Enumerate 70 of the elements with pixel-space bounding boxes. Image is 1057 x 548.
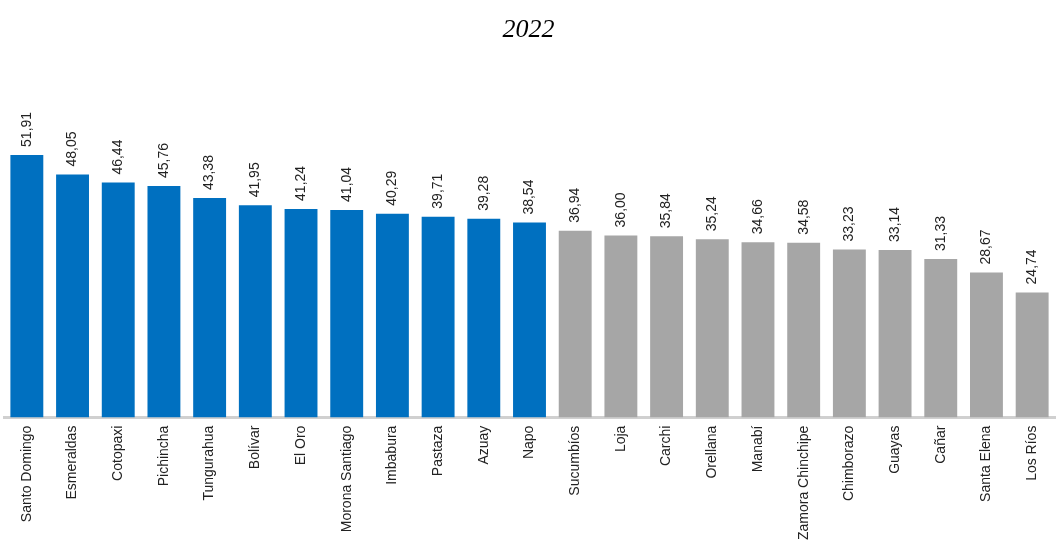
x-tick-label: Santa Elena <box>977 425 994 502</box>
x-tick-label: Orellana <box>703 425 720 479</box>
bar <box>970 272 1003 418</box>
x-tick-label: Azuay <box>474 425 491 465</box>
chart-title: 2022 <box>501 13 556 45</box>
x-tick-label: Morona Santiago <box>337 425 354 533</box>
bar <box>558 230 592 418</box>
bar <box>878 249 912 418</box>
data-label: 31,33 <box>931 215 948 252</box>
x-tick-label: Chimborazo <box>840 425 857 502</box>
data-label: 34,58 <box>794 199 811 235</box>
bar <box>421 216 455 418</box>
data-label: 39,71 <box>428 173 445 209</box>
data-label: 41,04 <box>337 166 354 202</box>
data-label: 48,05 <box>63 131 80 167</box>
bar <box>330 209 364 418</box>
data-label: 24,74 <box>1023 249 1040 285</box>
x-tick-label: Pichincha <box>154 425 171 487</box>
data-label: 40,29 <box>383 170 400 206</box>
data-label: 46,44 <box>109 139 126 175</box>
data-label: 45,76 <box>154 142 171 179</box>
data-label: 35,84 <box>657 193 674 229</box>
bar <box>467 218 501 418</box>
x-tick-label: Cañar <box>931 425 948 464</box>
bar <box>284 208 318 418</box>
data-label: 28,67 <box>977 229 994 265</box>
bar <box>375 213 409 418</box>
data-label: 38,54 <box>520 179 537 215</box>
data-label: 43,38 <box>200 154 217 191</box>
bar <box>56 174 89 418</box>
data-label: 34,66 <box>748 198 765 235</box>
x-tick-label: Bolívar <box>246 425 263 470</box>
bar <box>193 198 227 418</box>
data-label: 36,94 <box>566 187 583 223</box>
data-label: 35,24 <box>703 196 720 232</box>
data-label: 39,28 <box>474 175 491 211</box>
bar <box>101 182 135 418</box>
data-label: 41,95 <box>246 162 263 198</box>
bar <box>741 242 775 418</box>
bar <box>832 249 866 418</box>
x-tick-label: Imbabura <box>383 425 400 485</box>
bar <box>695 239 729 418</box>
x-tick-label: Carchi <box>657 425 674 467</box>
x-tick-label: Loja <box>611 425 628 453</box>
bar <box>513 222 546 418</box>
x-tick-label: Los Ríos <box>1023 425 1040 481</box>
data-label: 36,00 <box>611 192 628 228</box>
x-tick-label: Tungurahua <box>200 425 217 501</box>
bar <box>1015 292 1049 418</box>
data-label: 33,23 <box>840 206 857 242</box>
x-tick-label: Esmeraldas <box>63 425 80 500</box>
bar <box>147 186 181 418</box>
bar <box>604 235 638 418</box>
bar <box>924 259 958 418</box>
x-tick-label: Santo Domingo <box>17 425 34 523</box>
data-label: 51,91 <box>17 111 34 147</box>
bar <box>238 205 272 418</box>
bar <box>787 242 821 418</box>
x-tick-label: Cotopaxi <box>109 425 126 481</box>
bar <box>10 154 44 418</box>
x-tick-label: El Oro <box>291 425 308 466</box>
x-tick-label: Guayas <box>885 425 902 474</box>
x-tick-label: Napo <box>520 425 537 460</box>
data-label: 41,24 <box>291 165 308 201</box>
x-tick-label: Sucumbíos <box>566 425 583 496</box>
x-tick-label: Manabí <box>748 425 765 473</box>
bar <box>650 236 684 418</box>
x-tick-label: Zamora Chinchipe <box>794 425 811 540</box>
data-label: 33,14 <box>885 206 902 242</box>
x-tick-label: Pastaza <box>428 425 445 477</box>
